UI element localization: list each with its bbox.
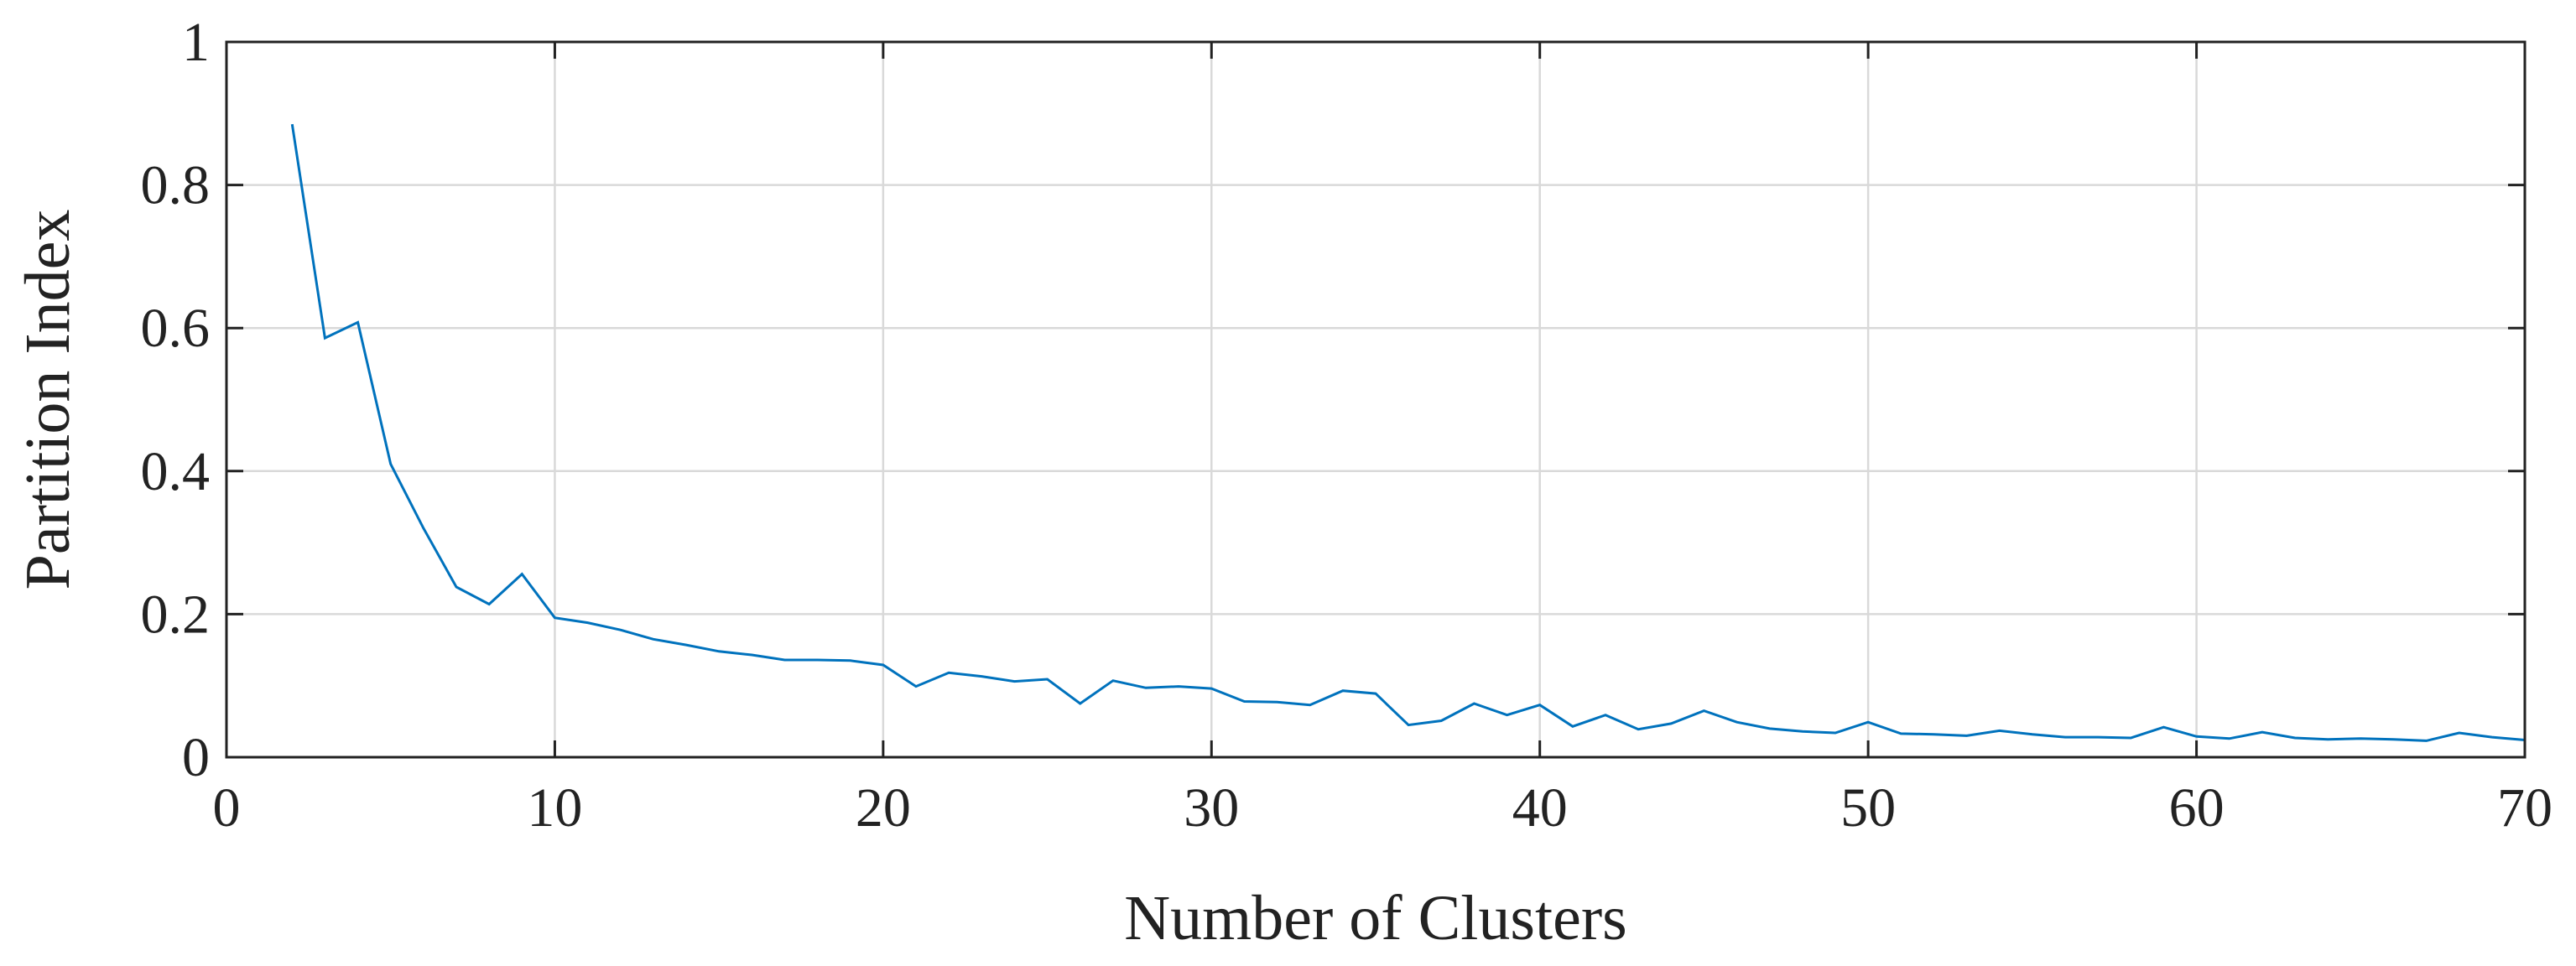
x-tick-label: 30 <box>1184 777 1239 839</box>
series-line <box>290 123 2526 742</box>
axis-ticks <box>225 40 2527 759</box>
x-tick-label: 60 <box>2169 777 2225 839</box>
plot-frame <box>225 40 2527 759</box>
y-tick-label: 0.6 <box>141 298 211 359</box>
grid-lines <box>226 42 2525 757</box>
x-tick-label: 70 <box>2497 777 2553 839</box>
tick-labels: 0 10 20 30 40 50 60 70 0 0.2 0.4 0.6 0.8 1 <box>141 12 2553 839</box>
x-tick-label: 20 <box>856 777 911 839</box>
x-tick-label: 50 <box>1840 777 1896 839</box>
y-axis-title: Partition Index <box>13 210 83 590</box>
x-tick-label: 40 <box>1512 777 1568 839</box>
y-tick-label: 0.4 <box>141 441 211 502</box>
y-tick-label: 0 <box>182 727 210 788</box>
x-tick-label: 10 <box>527 777 582 839</box>
y-tick-label: 1 <box>182 12 210 73</box>
y-tick-label: 0.2 <box>141 584 211 645</box>
x-tick-label: 0 <box>213 777 241 839</box>
y-tick-label: 0.8 <box>141 155 211 216</box>
x-axis-title: Number of Clusters <box>1124 883 1626 953</box>
